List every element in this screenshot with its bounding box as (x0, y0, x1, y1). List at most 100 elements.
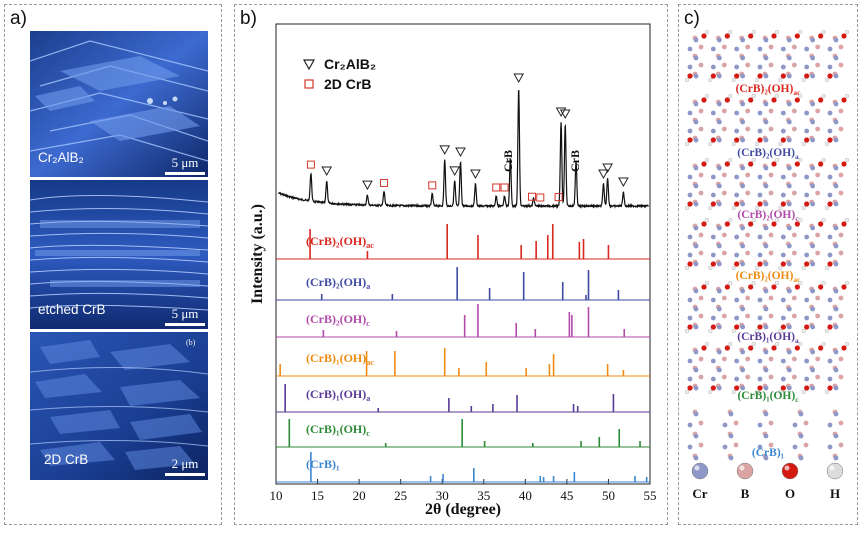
atom-o (841, 345, 847, 351)
atom-b (791, 62, 797, 68)
atom-cr (833, 288, 839, 294)
atom-b (838, 295, 844, 301)
sim-series: (CrB)₁ (276, 452, 650, 483)
atom-cr (798, 411, 804, 417)
sim-series: (CrB)₁(OH)a (276, 384, 650, 413)
atom-cr (786, 261, 792, 267)
atom-o (818, 33, 824, 39)
atom-h (798, 157, 803, 162)
sim-series-label-main: (CrB)₁(OH) (306, 351, 366, 365)
atom-b (815, 190, 821, 196)
atom-legend-highlight (784, 465, 790, 471)
atom-cr (740, 349, 746, 355)
atom-cr (734, 358, 740, 364)
atom-o (748, 161, 754, 167)
atom-cr (833, 349, 839, 355)
atom-o (724, 97, 730, 103)
structure-model (684, 217, 849, 271)
atom-cr (786, 101, 792, 107)
atom-h (684, 77, 689, 82)
atom-h (754, 141, 759, 146)
atom-cr (763, 261, 769, 267)
atom-cr (757, 46, 763, 52)
atom-h (684, 266, 689, 271)
atom-h (821, 281, 826, 286)
atom-o (710, 73, 716, 79)
atom-o (687, 385, 693, 391)
atom-cr (740, 119, 746, 125)
x-tick-label: 25 (394, 488, 407, 503)
atom-cr (833, 411, 839, 417)
atom-b (838, 62, 844, 68)
atom-h (705, 157, 710, 162)
atom-o (780, 261, 786, 267)
atom-cr (786, 37, 792, 43)
atom-legend-label: H (830, 486, 840, 501)
atom-o (780, 385, 786, 391)
atom-cr (716, 349, 722, 355)
atom-cr (763, 225, 769, 231)
atom-o (827, 261, 833, 267)
atom-cr (804, 110, 810, 116)
atom-b (791, 232, 797, 238)
atom-b (791, 250, 797, 256)
atom-h (754, 266, 759, 271)
atom-cr (734, 128, 740, 134)
triangle-marker (321, 166, 333, 176)
atom-cr (693, 201, 699, 207)
triangle-marker (470, 169, 481, 179)
atom-o (687, 324, 693, 330)
atom-cr (786, 201, 792, 207)
atom-o (771, 97, 777, 103)
sem-image-2d-crb (30, 332, 208, 480)
atom-cr (734, 234, 740, 240)
atom-cr (810, 243, 816, 249)
atom-cr (786, 367, 792, 373)
atom-b (721, 313, 727, 319)
atom-b (745, 108, 751, 114)
triangle-marker (618, 177, 629, 188)
atom-b (745, 250, 751, 256)
atom-h (754, 77, 759, 82)
atom-legend-highlight (694, 465, 700, 471)
atom-cr (740, 55, 746, 61)
atom-cr (827, 64, 833, 70)
structure-label-sub: c (795, 214, 799, 223)
sim-series-label-sub: c (366, 319, 370, 328)
atom-cr (833, 101, 839, 107)
sem-caption-etched-crb: etched CrB (38, 302, 106, 317)
atom-h (751, 157, 756, 162)
atom-cr (710, 252, 716, 258)
atom-b (768, 44, 774, 50)
atom-cr (804, 64, 810, 70)
atom-legend-sphere (691, 462, 709, 480)
atom-o (804, 201, 810, 207)
atom-cr (833, 119, 839, 125)
atom-cr (716, 385, 722, 391)
atom-b (838, 44, 844, 50)
atom-cr (810, 385, 816, 391)
atom-cr (693, 119, 699, 125)
atom-cr (716, 367, 722, 373)
atom-cr (780, 358, 786, 364)
atom-o (724, 284, 730, 290)
atom-b (838, 313, 844, 319)
square-marker (306, 160, 315, 169)
y-axis-label: Intensity (a.u.) (249, 204, 266, 304)
sem-caption-2d-crb: 2D CrB (44, 452, 89, 467)
atom-cr (740, 73, 746, 79)
atom-cr (780, 376, 786, 382)
atom-cr (763, 385, 769, 391)
sim-series-label-main: (CrB)₁ (306, 457, 340, 471)
triangle-marker (362, 180, 373, 191)
atom-o (771, 33, 777, 39)
atom-o (748, 345, 754, 351)
atom-cr (833, 73, 839, 79)
atom-h (798, 217, 803, 222)
structure-label-sub: a (795, 152, 799, 161)
structure-label: (CrB)₁(OH)a (737, 331, 799, 345)
atom-legend-label: Cr (692, 486, 707, 501)
atom-b (733, 420, 739, 426)
atom-cr (810, 288, 816, 294)
atom-h (708, 205, 713, 210)
